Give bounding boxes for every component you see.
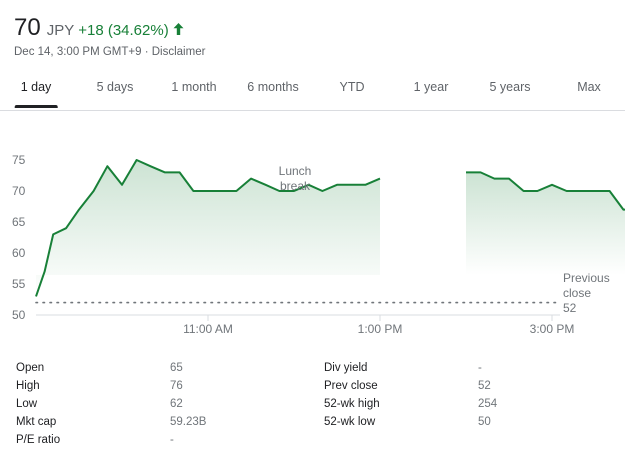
stat-label: Open	[16, 362, 45, 374]
tab-5-days[interactable]: 5 days	[96, 80, 134, 94]
stat-value: -	[170, 434, 174, 446]
stat-label: Mkt cap	[16, 416, 57, 428]
x-tick-label: 3:00 PM	[530, 322, 575, 336]
price-chart: 50 55 60 65 70 75 11:00 AM 1:00 PM 3:00 PM Lunchb…	[12, 153, 625, 336]
stat-high: High 76	[16, 377, 183, 395]
stat-label: 52-wk high	[324, 398, 380, 410]
stat-value: 254	[478, 398, 498, 410]
range-tabs: 1 day 5 days 1 month 6 months YTD 1 year…	[0, 70, 625, 111]
stat-value: -	[478, 362, 482, 374]
series-line-morning	[35, 159, 381, 297]
stat-label: Low	[16, 398, 38, 410]
stat-value: 65	[170, 362, 183, 374]
subline-separator: ·	[141, 46, 152, 58]
tab-ytd[interactable]: YTD	[339, 80, 365, 94]
price-change: +18 (34.62%)	[78, 22, 169, 39]
stat-div-yield: Div yield -	[324, 359, 482, 377]
stat-pe-ratio: P/E ratio -	[16, 431, 174, 449]
series-line-afternoon	[466, 171, 625, 211]
arrow-up-icon	[173, 22, 184, 40]
y-tick-label: 70	[12, 184, 26, 198]
stat-value: 62	[170, 398, 183, 410]
previous-close-label: Previous	[563, 271, 610, 285]
stat-label: P/E ratio	[16, 434, 61, 446]
x-tick-label: 1:00 PM	[358, 322, 403, 336]
y-tick-label: 55	[12, 277, 26, 291]
y-tick-label: 50	[12, 308, 26, 322]
series-area-morning	[36, 160, 380, 297]
lunch-break-label: break	[280, 179, 311, 193]
stat-52wk-low: 52-wk low 50	[324, 413, 491, 431]
stat-mkt-cap: Mkt cap 59.23B	[16, 413, 206, 431]
quote-timestamp: Dec 14, 3:00 PM GMT+9	[14, 46, 142, 58]
y-tick-label: 60	[12, 246, 26, 260]
quote-header: 70 JPY +18 (34.62%)	[14, 14, 184, 42]
stat-label: Div yield	[324, 362, 368, 374]
tab-1-day[interactable]: 1 day	[14, 70, 57, 108]
stat-prev-close: Prev close 52	[324, 377, 491, 395]
tab-6-months[interactable]: 6 months	[247, 80, 299, 94]
tab-5-years[interactable]: 5 years	[489, 80, 531, 94]
lunch-break-label: Lunch	[279, 164, 312, 178]
stat-value: 50	[478, 416, 491, 428]
quote-subline: Dec 14, 3:00 PM GMT+9 · Disclaimer	[14, 46, 205, 58]
stat-52wk-high: 52-wk high 254	[324, 395, 497, 413]
stat-value: 59.23B	[170, 416, 207, 428]
price-line: 70 JPY +18 (34.62%)	[14, 14, 184, 42]
stat-label: 52-wk low	[324, 416, 376, 428]
series-area-afternoon	[466, 172, 625, 275]
previous-close-label: close	[563, 286, 591, 300]
tab-1-month[interactable]: 1 month	[171, 80, 217, 94]
stat-open: Open 65	[16, 359, 183, 377]
y-tick-label: 75	[12, 153, 26, 167]
stat-value: 52	[478, 380, 491, 392]
stat-label: Prev close	[324, 380, 378, 392]
x-tick-label: 11:00 AM	[183, 322, 233, 336]
previous-close-value: 52	[563, 301, 577, 315]
tab-max[interactable]: Max	[577, 80, 601, 94]
currency-code: JPY	[46, 22, 75, 39]
disclaimer-link[interactable]: Disclaimer	[151, 46, 206, 58]
tab-1-year[interactable]: 1 year	[413, 80, 449, 94]
y-tick-label: 65	[12, 215, 26, 229]
stat-low: Low 62	[16, 395, 183, 413]
stat-value: 76	[170, 380, 183, 392]
stat-label: High	[16, 380, 40, 392]
current-price: 70	[14, 14, 41, 41]
